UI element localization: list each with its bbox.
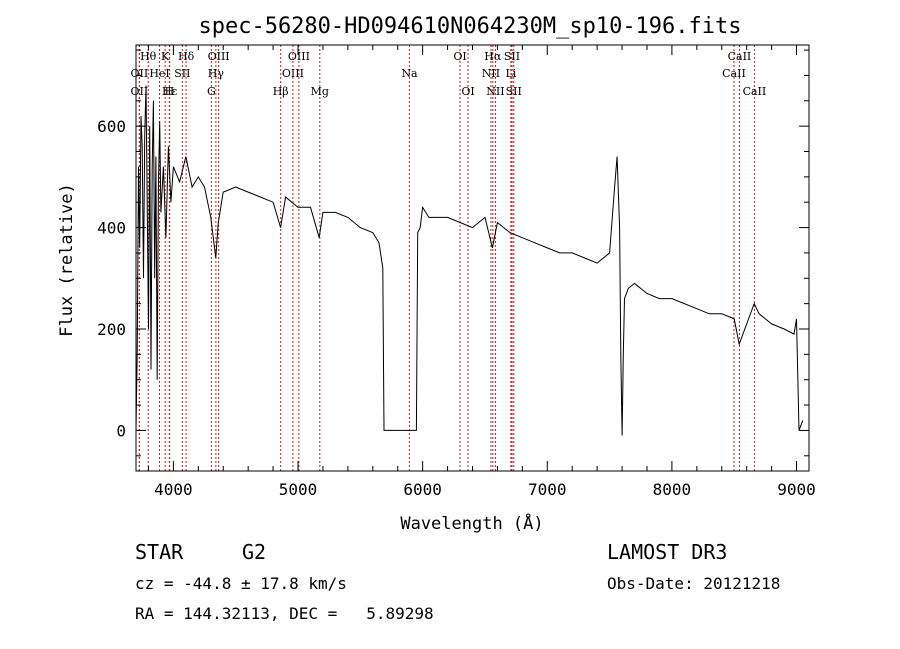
plot-frame xyxy=(135,44,810,472)
y-axis-ticks: 0 200 400 600 xyxy=(97,49,809,457)
line-label-26: CaII xyxy=(722,67,746,80)
line-label-14: OIII xyxy=(282,67,304,80)
line-label-8: H xyxy=(165,85,175,98)
line-label-4: HeI xyxy=(149,67,169,80)
spectral-line-markers xyxy=(138,45,755,471)
y-tick-label-2: 400 xyxy=(97,219,126,238)
line-label-7: SII xyxy=(174,67,190,80)
survey-name: LAMOST DR3 xyxy=(607,540,728,564)
x-tick-label-1: 5000 xyxy=(279,480,318,499)
line-label-23: Li xyxy=(505,67,516,80)
line-label-10: Hγ xyxy=(208,67,225,80)
line-label-9: OIII xyxy=(208,50,230,63)
x-tick-label-4: 8000 xyxy=(653,480,692,499)
flux-line-0 xyxy=(135,85,804,436)
x-tick-label-2: 6000 xyxy=(403,480,442,499)
line-label-12: Hβ xyxy=(273,85,289,98)
line-label-2: OII xyxy=(131,85,149,98)
y-tick-label-1: 200 xyxy=(97,320,126,339)
spectral-line-labels: Hθ OII OII K HeI Hε Hδ SII H OIII Hγ G Hβ OIII OIII Mg N… xyxy=(131,50,767,98)
line-label-24: SII xyxy=(506,85,522,98)
sky-coordinates: RA = 144.32113, DEC = 5.89298 xyxy=(135,604,434,623)
x-tick-label-5: 9000 xyxy=(777,480,816,499)
line-label-20: NII xyxy=(482,67,500,80)
line-label-15: Mg xyxy=(311,85,329,98)
flux-series xyxy=(135,85,804,436)
line-label-11: G xyxy=(207,85,216,98)
line-label-3: K xyxy=(161,50,170,63)
line-label-19: Hα xyxy=(484,50,502,63)
line-label-6: Hδ xyxy=(178,50,195,63)
observation-date: Obs-Date: 20121218 xyxy=(607,574,781,593)
y-axis-label: Flux (relative) xyxy=(57,183,77,337)
x-tick-label-0: 4000 xyxy=(154,480,193,499)
chart-title: spec-56280-HD094610N064230M_sp10-196.fit… xyxy=(198,14,741,39)
y-tick-label-0: 0 xyxy=(116,421,126,440)
line-label-16: Na xyxy=(401,67,418,80)
line-label-0: Hθ xyxy=(140,50,157,63)
x-tick-label-3: 7000 xyxy=(528,480,567,499)
x-axis-label: Wavelength (Å) xyxy=(400,512,543,534)
line-label-13: OIII xyxy=(288,50,310,63)
line-label-25: CaII xyxy=(728,50,752,63)
line-label-18: OI xyxy=(461,85,474,98)
y-tick-label-3: 600 xyxy=(97,117,126,136)
line-label-27: CaII xyxy=(743,85,767,98)
line-label-1: OII xyxy=(131,67,149,80)
line-label-22: SII xyxy=(504,50,520,63)
object-subclass: G2 xyxy=(242,540,267,564)
redshift-velocity: cz = -44.8 ± 17.8 km/s xyxy=(135,574,347,593)
object-class: STAR xyxy=(135,540,184,564)
line-label-21: NII xyxy=(486,85,504,98)
x-axis-ticks: 4000 5000 6000 7000 8000 9000 xyxy=(147,45,816,499)
line-label-5: Hε xyxy=(162,85,178,98)
line-label-17: OI xyxy=(453,50,466,63)
